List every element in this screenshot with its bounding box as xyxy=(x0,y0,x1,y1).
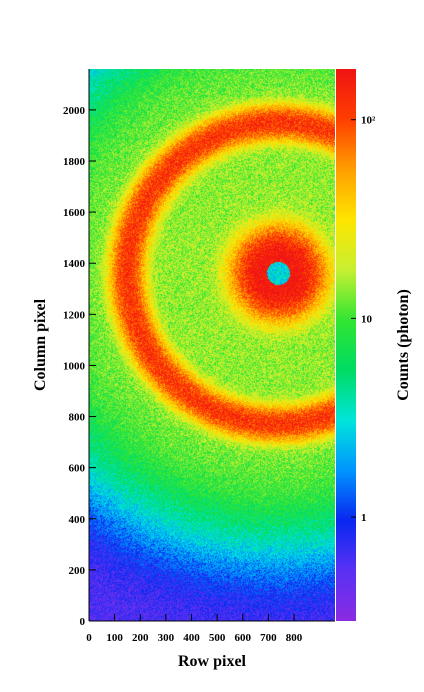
y-tick-label: 2000 xyxy=(63,105,86,117)
y-tick-label: 0 xyxy=(80,616,86,628)
colorbar-tick-label: 10² xyxy=(361,115,376,127)
y-tick-label: 1000 xyxy=(63,360,86,372)
x-tick-label: 300 xyxy=(158,632,175,644)
x-tick-label: 700 xyxy=(260,632,277,644)
y-tick-label: 400 xyxy=(69,514,86,526)
y-tick-label: 200 xyxy=(69,565,86,577)
heatmap-image xyxy=(89,69,335,621)
y-tick-label: 800 xyxy=(69,412,86,424)
colorbar-canvas-holder xyxy=(336,69,356,621)
x-tick-label: 0 xyxy=(86,632,92,644)
y-tick-label: 1200 xyxy=(63,309,86,321)
colorbar-title: Counts (photon) xyxy=(395,289,412,401)
heatmap-canvas-holder xyxy=(89,69,335,621)
y-tick-label: 1400 xyxy=(63,258,86,270)
y-tick-label: 1800 xyxy=(63,156,86,168)
x-tick-label: 600 xyxy=(235,632,252,644)
x-tick-label: 800 xyxy=(286,632,303,644)
x-axis-ticks: 0 100 200 300 400 500 600 700 800 xyxy=(86,614,303,644)
y-axis-title: Column pixel xyxy=(32,298,49,391)
x-tick-label: 500 xyxy=(209,632,226,644)
y-axis-ticks: 0 200 400 600 800 1000 1200 1400 1600 1800 2000 xyxy=(63,105,96,628)
colorbar-ticks: 1 10 10² xyxy=(351,115,376,524)
y-tick-label: 1600 xyxy=(63,207,86,219)
x-tick-label: 400 xyxy=(183,632,200,644)
colorbar xyxy=(336,69,356,621)
x-tick-label: 100 xyxy=(106,632,123,644)
colorbar-tick-label: 10 xyxy=(361,313,373,325)
colorbar-tick-label: 1 xyxy=(361,512,367,524)
x-tick-label: 200 xyxy=(132,632,149,644)
x-axis-title: Row pixel xyxy=(178,653,247,670)
y-tick-label: 600 xyxy=(69,463,86,475)
